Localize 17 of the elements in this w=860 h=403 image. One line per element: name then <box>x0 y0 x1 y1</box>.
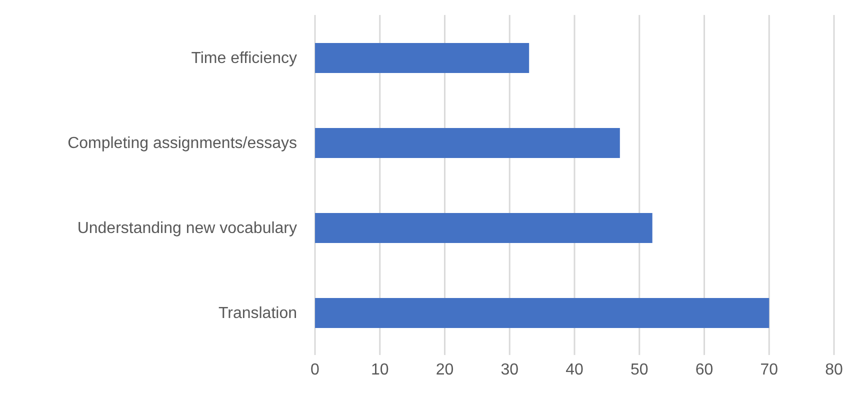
y-tick-label: Understanding new vocabulary <box>77 220 297 238</box>
y-tick-label: Translation <box>218 305 297 322</box>
bar <box>315 298 770 328</box>
bar <box>315 213 652 243</box>
x-tick-label: 80 <box>825 361 843 378</box>
x-tick-label: 20 <box>436 361 454 378</box>
bar <box>315 43 530 73</box>
y-tick-label: Completing assignments/essays <box>68 135 297 152</box>
x-tick-label: 30 <box>500 361 519 378</box>
x-tick-label: 10 <box>370 361 389 378</box>
x-tick-label: 50 <box>630 361 648 378</box>
x-tick-label: 60 <box>695 361 714 378</box>
x-tick-label: 70 <box>760 361 778 378</box>
bar <box>315 128 620 158</box>
x-tick-label: 0 <box>310 361 320 378</box>
y-tick-label: Time efficiency <box>191 50 297 68</box>
x-tick-label: 40 <box>566 361 584 378</box>
